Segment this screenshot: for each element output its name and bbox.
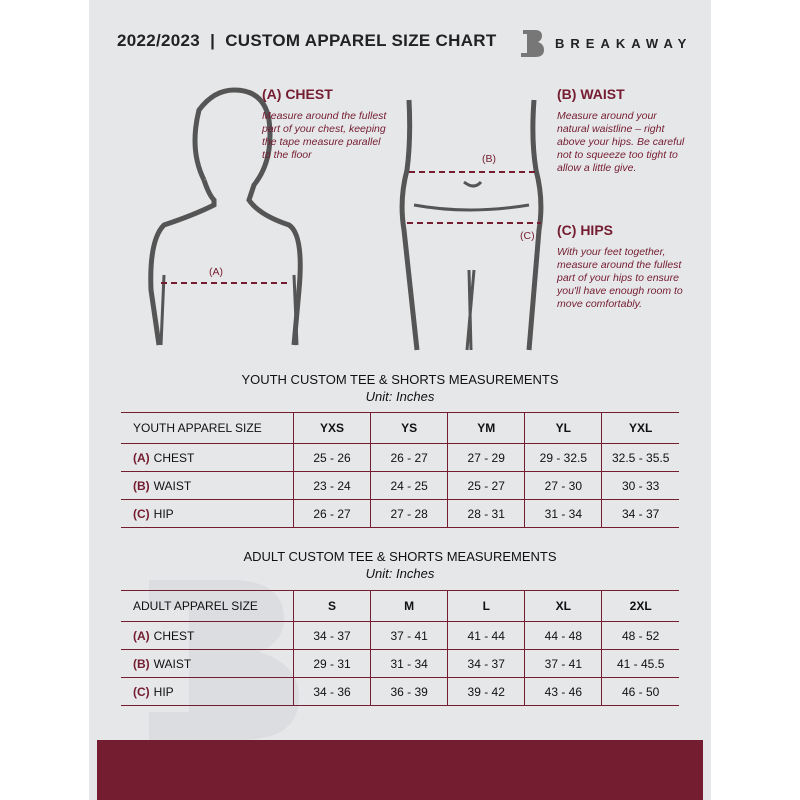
hips-heading: (C) HIPS (557, 222, 613, 238)
waist-marker: (B) (482, 153, 496, 165)
header-cell: L (447, 590, 525, 622)
row-label: (C) HIP (121, 677, 294, 706)
row-label: (B) WAIST (121, 471, 294, 500)
hips-description: With your feet together, measure around … (557, 246, 683, 310)
row-label: (C) HIP (121, 499, 294, 528)
table-row: (A) CHEST 34 - 37 37 - 41 41 - 44 44 - 48 48 -… (121, 621, 679, 650)
brand-logo: BREAKAWAY (519, 28, 692, 58)
waist-heading: (B) WAIST (557, 86, 625, 102)
row-label: (B) WAIST (121, 649, 294, 678)
table-row: (B) WAIST 23 - 24 24 - 25 25 - 27 27 - 30 30 -… (121, 471, 679, 500)
cell: 39 - 42 (447, 677, 525, 706)
cell: 37 - 41 (524, 649, 602, 678)
youth-table-title: YOUTH CUSTOM TEE & SHORTS MEASUREMENTS (241, 372, 559, 387)
cell: 37 - 41 (370, 621, 448, 650)
hips-figure (399, 99, 544, 351)
cell: 29 - 32.5 (524, 443, 602, 472)
table-row: (B) WAIST 29 - 31 31 - 34 34 - 37 37 - 41 41 -… (121, 649, 679, 678)
body-diagrams (148, 87, 544, 351)
row-name: CHEST (153, 628, 195, 643)
header-cell: YS (370, 412, 448, 444)
row-label: (A) CHEST (121, 443, 294, 472)
row-name: HIP (153, 684, 174, 699)
cell: 34 - 37 (447, 649, 525, 678)
header-cell: 2XL (601, 590, 679, 622)
row-code: (C) (133, 506, 150, 521)
table-row: (A) CHEST 25 - 26 26 - 27 27 - 29 29 - 32.5 32… (121, 443, 679, 472)
cell: 48 - 52 (601, 621, 679, 650)
cell: 46 - 50 (601, 677, 679, 706)
cell: 41 - 44 (447, 621, 525, 650)
table-row: (C) HIP 26 - 27 27 - 28 28 - 31 31 - 34 34 - 3… (121, 499, 679, 528)
cell: 26 - 27 (370, 443, 448, 472)
row-name: WAIST (153, 656, 192, 671)
row-name: CHEST (153, 450, 195, 465)
cell: 28 - 31 (447, 499, 525, 528)
header-cell: YM (447, 412, 525, 444)
cell: 36 - 39 (370, 677, 448, 706)
page-title: 2022/2023 | CUSTOM APPAREL SIZE CHART (117, 31, 497, 50)
row-name: HIP (153, 506, 174, 521)
header-cell: ADULT APPAREL SIZE (121, 590, 294, 622)
brand-name: BREAKAWAY (555, 35, 693, 51)
row-name: WAIST (153, 478, 192, 493)
cell: 27 - 29 (447, 443, 525, 472)
header-cell: XL (524, 590, 602, 622)
header-cell: YL (524, 412, 602, 444)
cell: 23 - 24 (292, 471, 371, 500)
footer-bar (97, 740, 703, 800)
chest-description: Measure around the fullest part of your … (262, 110, 387, 161)
chest-marker: (A) (209, 266, 223, 278)
cell: 25 - 27 (447, 471, 525, 500)
youth-size-table: YOUTH APPAREL SIZE YXS YS YM YL YXL (A) C… (121, 412, 679, 528)
cell: 34 - 37 (292, 621, 371, 650)
cell: 43 - 46 (524, 677, 602, 706)
cell: 27 - 30 (524, 471, 602, 500)
youth-table-unit: Unit: Inches (365, 389, 435, 404)
table-header-row: ADULT APPAREL SIZE S M L XL 2XL (121, 590, 679, 622)
chest-heading: (A) CHEST (262, 86, 333, 102)
row-code: (B) (133, 656, 150, 671)
torso-figure (148, 87, 303, 346)
hips-marker: (C) (520, 230, 535, 242)
cell: 24 - 25 (370, 471, 448, 500)
adult-table-title: ADULT CUSTOM TEE & SHORTS MEASUREMENTS (243, 549, 557, 564)
cell: 26 - 27 (292, 499, 371, 528)
row-code: (C) (133, 684, 150, 699)
adult-size-table: ADULT APPAREL SIZE S M L XL 2XL (A) CHEST… (121, 590, 679, 706)
logo-mark-icon (521, 30, 544, 57)
cell: 34 - 37 (601, 499, 679, 528)
cell: 25 - 26 (292, 443, 371, 472)
row-code: (A) (133, 628, 150, 643)
cell: 32.5 - 35.5 (601, 443, 679, 472)
cell: 30 - 33 (601, 471, 679, 500)
cell: 44 - 48 (524, 621, 602, 650)
row-label: (A) CHEST (121, 621, 294, 650)
row-code: (B) (133, 478, 150, 493)
cell: 41 - 45.5 (601, 649, 679, 678)
table-header-row: YOUTH APPAREL SIZE YXS YS YM YL YXL (121, 412, 679, 444)
row-code: (A) (133, 450, 150, 465)
header-cell: M (370, 590, 448, 622)
waist-description: Measure around your natural waistline – … (557, 110, 685, 174)
cell: 34 - 36 (292, 677, 371, 706)
cell: 31 - 34 (370, 649, 448, 678)
cell: 27 - 28 (370, 499, 448, 528)
adult-table-unit: Unit: Inches (365, 566, 435, 581)
header-cell: YOUTH APPAREL SIZE (121, 412, 294, 444)
cell: 31 - 34 (524, 499, 602, 528)
header-cell: YXL (601, 412, 679, 444)
size-chart-page: 2022/2023 | CUSTOM APPAREL SIZE CHART BR… (89, 0, 711, 800)
header-cell: YXS (292, 412, 371, 444)
table-row: (C) HIP 34 - 36 36 - 39 39 - 42 43 - 46 46 - 5… (121, 677, 679, 706)
header-cell: S (292, 590, 371, 622)
cell: 29 - 31 (292, 649, 371, 678)
